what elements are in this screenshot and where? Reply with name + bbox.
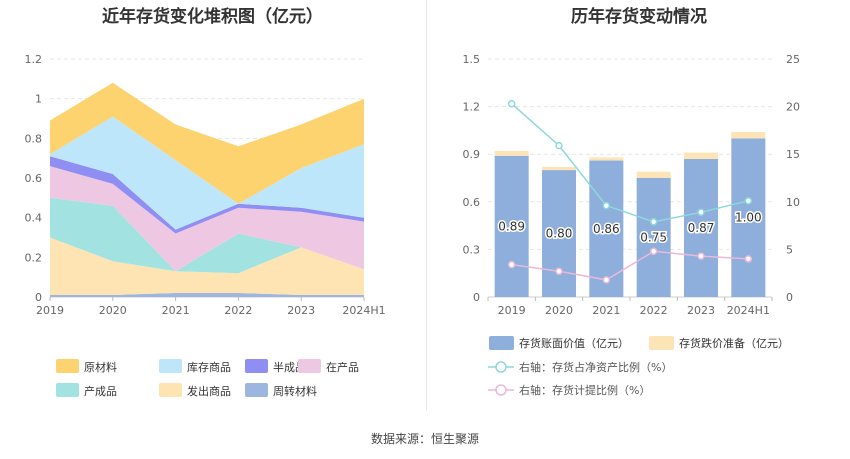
right-y-tick-label: 0 — [473, 291, 480, 304]
ratio-net-assets-point — [555, 141, 563, 150]
bar-value-label: 0.80 — [546, 227, 573, 241]
bar-inventory-book-value — [589, 160, 624, 297]
right-legend-label-provision: 右轴：存货计提比例（%） — [519, 383, 650, 397]
left-legend-label: 发出商品 — [187, 384, 231, 398]
left-x-tick-label: 2023 — [287, 304, 315, 317]
left-legend-swatch — [245, 383, 268, 397]
bar-inventory-book-value — [636, 178, 671, 297]
bar-inventory-reserve — [589, 157, 624, 161]
ratio-net-assets-point — [744, 197, 753, 205]
right-y2-tick-label: 10 — [786, 196, 800, 209]
bar-inventory-reserve — [494, 151, 529, 156]
area-series-库存商品 — [50, 116, 364, 230]
area-series-产成品 — [50, 197, 364, 274]
provision-ratio-point — [649, 247, 658, 256]
right-y2-tick-label: 0 — [786, 291, 793, 304]
right-x-tick-label: 2019 — [498, 304, 526, 317]
bar-inventory-reserve — [731, 131, 766, 139]
left-x-tick-label: 2020 — [99, 304, 127, 317]
right-y-tick-label: 1.2 — [463, 101, 481, 114]
left-legend-label: 产成品 — [84, 384, 117, 398]
left-y-tick-label: 0.2 — [25, 251, 43, 264]
left-y-tick-label: 0.6 — [25, 172, 43, 185]
panel-divider — [426, 0, 427, 410]
provision-ratio-point — [507, 260, 516, 269]
left-y-tick-label: 0 — [35, 291, 42, 304]
left-legend-swatch — [159, 383, 182, 397]
left-legend-label: 在产品 — [326, 360, 359, 374]
bar-inventory-reserve — [636, 171, 671, 178]
bar-inventory-book-value — [731, 138, 766, 297]
bar-inventory-book-value — [542, 170, 576, 297]
right-y2-tick-label: 15 — [786, 148, 800, 161]
right-x-tick-label: 2021 — [592, 304, 620, 317]
right-y-tick-label: 1.5 — [463, 53, 481, 66]
bar-inventory-reserve — [684, 152, 718, 159]
bar-inventory-reserve — [542, 166, 576, 171]
area-series-发出商品 — [50, 237, 364, 295]
ratio-net-assets-point — [602, 201, 611, 210]
left-legend-label: 周转材料 — [273, 384, 317, 398]
right-y2-tick-label: 25 — [786, 53, 800, 66]
bar-inventory-book-value — [494, 155, 529, 297]
left-y-tick-label: 1.2 — [25, 53, 43, 66]
right-legend-swatch-reserve — [649, 336, 674, 350]
ratio-net-assets-point — [697, 208, 705, 217]
left-y-tick-label: 0.4 — [25, 212, 43, 225]
data-source-note: 数据来源：恒生聚源 — [370, 432, 479, 446]
bar-value-label: 1.00 — [735, 211, 762, 225]
right-x-tick-label: 2023 — [687, 304, 715, 317]
area-series-原材料 — [50, 82, 364, 204]
left-legend-swatch — [56, 383, 79, 397]
right-legend-label-ratio: 右轴：存货占净资产比例（%） — [519, 360, 672, 374]
provision-ratio-line — [511, 250, 749, 281]
ratio-net-assets-line — [511, 103, 749, 223]
ratio-net-assets-point — [507, 99, 516, 108]
right-legend-label-reserve: 存货跌价准备（亿元） — [679, 336, 789, 350]
left-legend-label: 半成品 — [273, 360, 306, 374]
right-y2-tick-label: 5 — [786, 243, 793, 256]
bar-value-label: 0.87 — [688, 221, 715, 235]
bar-inventory-book-value — [684, 158, 718, 297]
right-legend-marker-ratio — [495, 361, 507, 373]
right-legend-swatch-book — [489, 336, 514, 350]
provision-ratio-point — [697, 252, 705, 260]
left-x-tick-label: 2022 — [224, 304, 252, 317]
area-series-半成品 — [50, 156, 364, 234]
right-x-tick-label: 2022 — [640, 304, 668, 317]
left-x-tick-label: 2024H1 — [342, 304, 385, 317]
left-legend-swatch — [159, 359, 182, 373]
right-x-tick-label: 2024H1 — [727, 304, 770, 317]
left-legend-label: 原材料 — [84, 360, 117, 374]
bar-value-label: 0.75 — [640, 231, 667, 245]
right-y-tick-label: 0.9 — [463, 148, 481, 161]
left-chart-title: 近年存货变化堆积图（亿元） — [102, 7, 323, 27]
provision-ratio-point — [602, 276, 611, 284]
bar-value-label: 0.86 — [593, 222, 620, 236]
area-series-在产品 — [50, 166, 364, 272]
left-legend-swatch — [245, 359, 268, 373]
left-y-tick-label: 0.8 — [25, 132, 43, 145]
left-x-tick-label: 2021 — [162, 304, 190, 317]
provision-ratio-point — [555, 267, 563, 276]
left-legend-swatch — [56, 359, 79, 373]
right-y2-tick-label: 20 — [786, 101, 800, 114]
ratio-net-assets-point — [649, 218, 658, 226]
right-y-tick-label: 0.3 — [463, 243, 481, 256]
bar-value-label: 0.89 — [498, 219, 525, 233]
left-x-tick-label: 2019 — [36, 304, 64, 317]
right-legend-label-book: 存货账面价值（亿元） — [519, 336, 629, 350]
left-legend-label: 库存商品 — [187, 360, 231, 374]
left-legend-swatch — [298, 359, 321, 373]
provision-ratio-point — [744, 255, 753, 263]
right-y-tick-label: 0.6 — [463, 196, 481, 209]
right-x-tick-label: 2020 — [545, 304, 573, 317]
left-y-tick-label: 1 — [35, 93, 42, 106]
right-legend-marker-provision — [495, 384, 507, 396]
right-chart-title: 历年存货变动情况 — [571, 7, 707, 27]
area-series-周转材料 — [50, 293, 364, 297]
